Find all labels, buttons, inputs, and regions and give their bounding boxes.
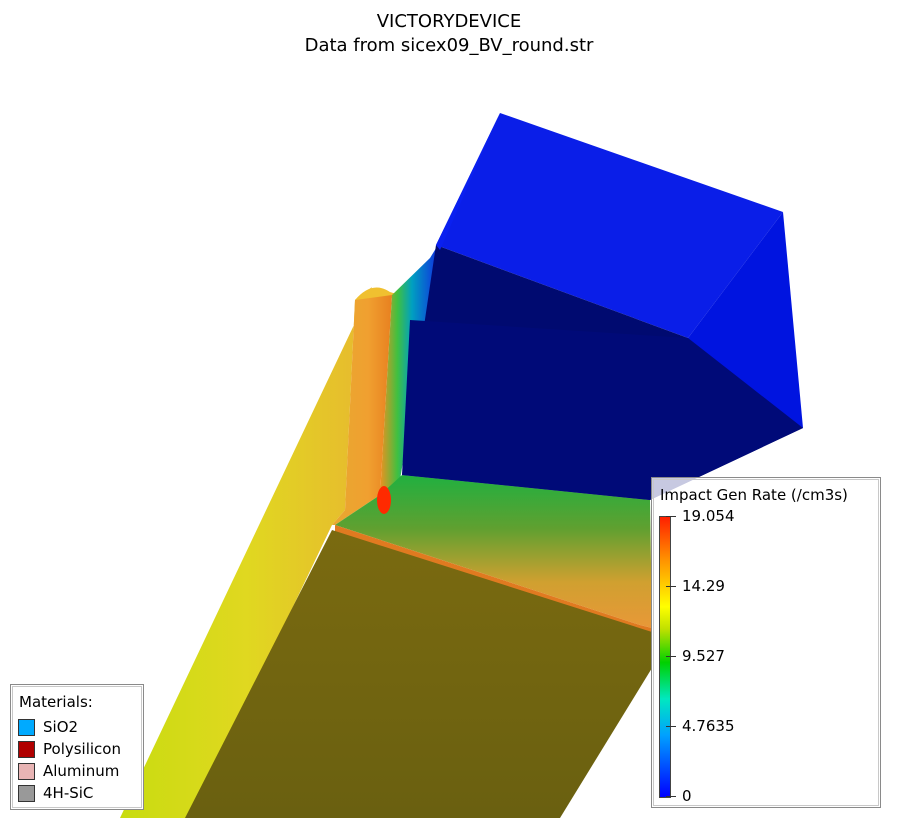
colorbar-gradient xyxy=(659,516,671,798)
oxide-box-top xyxy=(436,113,783,338)
colorbar-legend: Impact Gen Rate (/cm3s) 19.054 14.29 9.527… xyxy=(651,477,881,808)
colorbar-tick xyxy=(666,586,676,587)
oxide-box-left-edge xyxy=(436,113,500,250)
colorbar-tick-label: 4.7635 xyxy=(682,717,735,735)
substrate-front-face xyxy=(185,530,652,818)
material-label: SiO2 xyxy=(43,718,79,736)
material-label: Polysilicon xyxy=(43,740,121,758)
plot-subtitle: Data from sicex09_BV_round.str xyxy=(304,35,594,56)
colorbar-tick-label: 19.054 xyxy=(682,507,735,525)
colorbar-tick xyxy=(666,796,676,797)
plot-header: VICTORYDEVICE Data from sicex09_BV_round… xyxy=(0,10,898,58)
materials-title: Materials: xyxy=(19,693,93,711)
material-item: Polysilicon xyxy=(18,739,121,759)
material-label: 4H-SiC xyxy=(43,784,94,802)
colorbar-tick xyxy=(666,656,676,657)
colorbar-tick xyxy=(666,516,676,517)
substrate-left-face xyxy=(120,287,372,818)
oxide-box-front-shade xyxy=(402,320,803,500)
plot-title: VICTORYDEVICE xyxy=(376,11,522,32)
material-swatch xyxy=(18,784,35,802)
colorbar-tick-label: 14.29 xyxy=(682,577,725,595)
material-item: SiO2 xyxy=(18,717,78,737)
colorbar-tick-label: 9.527 xyxy=(682,647,725,665)
material-swatch xyxy=(18,740,35,758)
material-item: 4H-SiC xyxy=(18,783,93,803)
materials-legend: Materials: SiO2 Polysilicon Aluminum 4H-SiC xyxy=(10,684,144,810)
trench-floor xyxy=(332,295,392,525)
colorbar-tick-label: 0 xyxy=(682,787,692,805)
material-swatch xyxy=(18,762,35,780)
colorbar-title: Impact Gen Rate (/cm3s) xyxy=(660,486,848,504)
material-item: Aluminum xyxy=(18,761,119,781)
hotspot xyxy=(377,486,391,514)
material-label: Aluminum xyxy=(43,762,120,780)
colorbar-tick xyxy=(666,726,676,727)
ledge-band xyxy=(335,475,652,628)
material-swatch xyxy=(18,718,35,736)
